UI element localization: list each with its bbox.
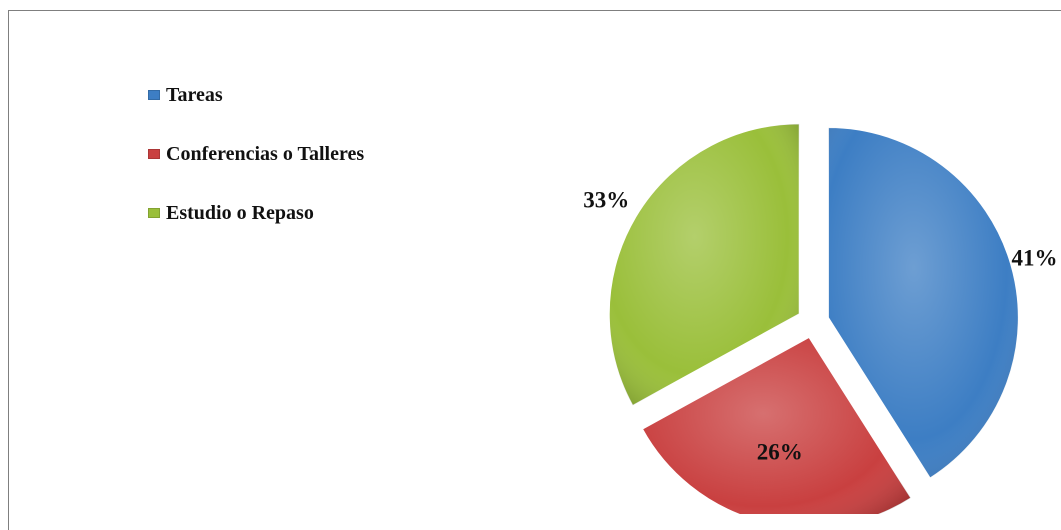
pie-slice-shading-estudio — [609, 123, 800, 406]
data-label-estudio: 33% — [583, 188, 629, 213]
legend-swatch-conferencias — [148, 149, 160, 159]
chart-frame — [8, 10, 1061, 530]
legend-item-tareas: Tareas — [148, 80, 364, 110]
legend-swatch-estudio — [148, 208, 160, 218]
legend-item-conferencias: Conferencias o Talleres — [148, 139, 364, 169]
legend-label-tareas: Tareas — [166, 83, 223, 106]
legend-swatch-tareas — [148, 90, 160, 100]
pie-slice-shading-tareas — [828, 127, 1019, 478]
data-label-tareas: 41% — [1012, 246, 1058, 271]
legend-label-conferencias: Conferencias o Talleres — [166, 142, 365, 165]
pie-slice-shading-conferencias — [642, 337, 911, 514]
legend-label-estudio: Estudio o Repaso — [166, 201, 314, 224]
pie-chart: 41% 26% 33% — [583, 123, 1058, 514]
legend-item-estudio: Estudio o Repaso — [148, 198, 364, 228]
chart-legend: Tareas Conferencias o Talleres Estudio o… — [148, 80, 364, 228]
data-label-conferencias: 26% — [757, 440, 803, 465]
